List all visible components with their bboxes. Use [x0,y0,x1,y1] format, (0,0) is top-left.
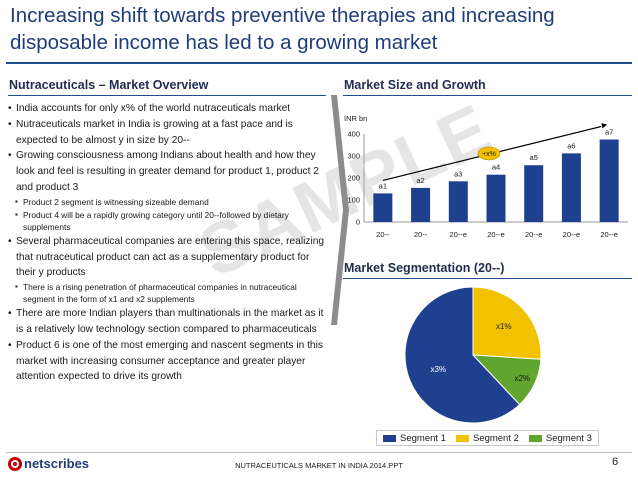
growth-annotation-label: +x% [482,151,496,158]
pie-slice-label: x3% [430,365,446,374]
pie-slice [472,286,542,360]
overview-sub-bullet: Product 4 will be a rapidly growing cate… [8,209,326,233]
bar-data-label: a7 [605,128,613,137]
growth-arrowhead-icon [601,123,608,129]
bar-data-label: a2 [416,176,424,185]
overview-bullet-list: India accounts for only x% of the world … [8,101,326,385]
bar [486,174,506,222]
y-tick-label: 100 [347,196,360,205]
segmentation-divider [343,278,632,279]
x-tick-label: 20--e [525,230,543,239]
overview-bullet: Product 6 is one of the most emerging an… [8,338,326,385]
bar-data-label: a1 [379,181,387,190]
pie-slice [404,286,521,424]
overview-sub-bullet: There is a rising penetration of pharmac… [8,281,326,305]
bar [448,181,468,222]
legend-swatch [455,434,469,442]
y-tick-label: 300 [347,152,360,161]
logo-text: netscribes [24,456,90,471]
netscribes-logo: netscribes [8,456,89,471]
bar-data-label: a5 [530,153,538,162]
bar-data-label: a6 [567,141,575,150]
overview-sub-bullet: Product 2 segment is witnessing sizeable… [8,196,326,208]
y-tick-label: 200 [347,174,360,183]
legend-label: Segment 1 [400,432,446,444]
legend-swatch [383,434,396,442]
growth-annotation-badge [477,146,501,161]
footer-document-name: NUTRACEUTICALS MARKET IN INDIA 2014.PPT [235,461,403,470]
pie-slice-label: x1% [496,322,512,331]
bar [561,153,581,222]
overview-bullet: There are more Indian players than multi… [8,306,326,338]
legend-item: Segment 1 [383,433,446,444]
logo-mark-icon [8,456,22,471]
bar [524,165,544,222]
market-size-bar-chart: INR bn 0 100 200 300 400 a1 20-- a2 20-- a3 20--e a4… [344,114,628,239]
legend-label: Segment 3 [545,432,592,444]
chevron-right-icon [331,95,349,325]
pie-slice-label: x2% [514,374,530,383]
market-size-heading: Market Size and Growth [344,78,486,92]
y-tick-label: 0 [356,218,360,227]
overview-divider [8,95,326,96]
bar [599,139,619,222]
x-tick-label: 20--e [563,230,581,239]
bar-data-label: a3 [454,169,462,178]
x-tick-label: 20--e [487,230,505,239]
segmentation-heading: Market Segmentation (20--) [344,261,505,275]
legend-label: Segment 2 [472,432,519,444]
x-tick-label: 20--e [600,230,618,239]
bar-data-label: a4 [492,163,500,172]
bar [373,193,393,222]
overview-bullet: India accounts for only x% of the world … [8,101,326,117]
page-title: Increasing shift towards preventive ther… [10,4,555,54]
legend-item: Segment 2 [455,432,519,444]
title-divider [6,62,632,64]
bar [411,187,431,222]
x-tick-label: 20--e [450,230,468,239]
y-tick-label: 400 [347,130,360,139]
page-number: 6 [612,456,619,468]
x-tick-label: 20-- [414,230,428,239]
legend-swatch [528,434,542,442]
overview-heading: Nutraceuticals – Market Overview [9,78,209,92]
x-tick-label: 20-- [376,230,390,239]
market-size-divider [343,95,632,96]
overview-bullet: Nutraceuticals market in India is growin… [8,117,326,149]
legend-item: Segment 3 [528,432,592,444]
market-segmentation-pie-chart: x1% x2% x3% [404,286,542,424]
pie-legend: Segment 1 Segment 2 Segment 3 [376,430,599,446]
overview-bullet: Growing consciousness among Indians abou… [8,148,326,195]
y-axis-label: INR bn [344,114,367,123]
footer-divider [6,452,632,453]
overview-bullet: Several pharmaceutical companies are ent… [8,234,326,281]
